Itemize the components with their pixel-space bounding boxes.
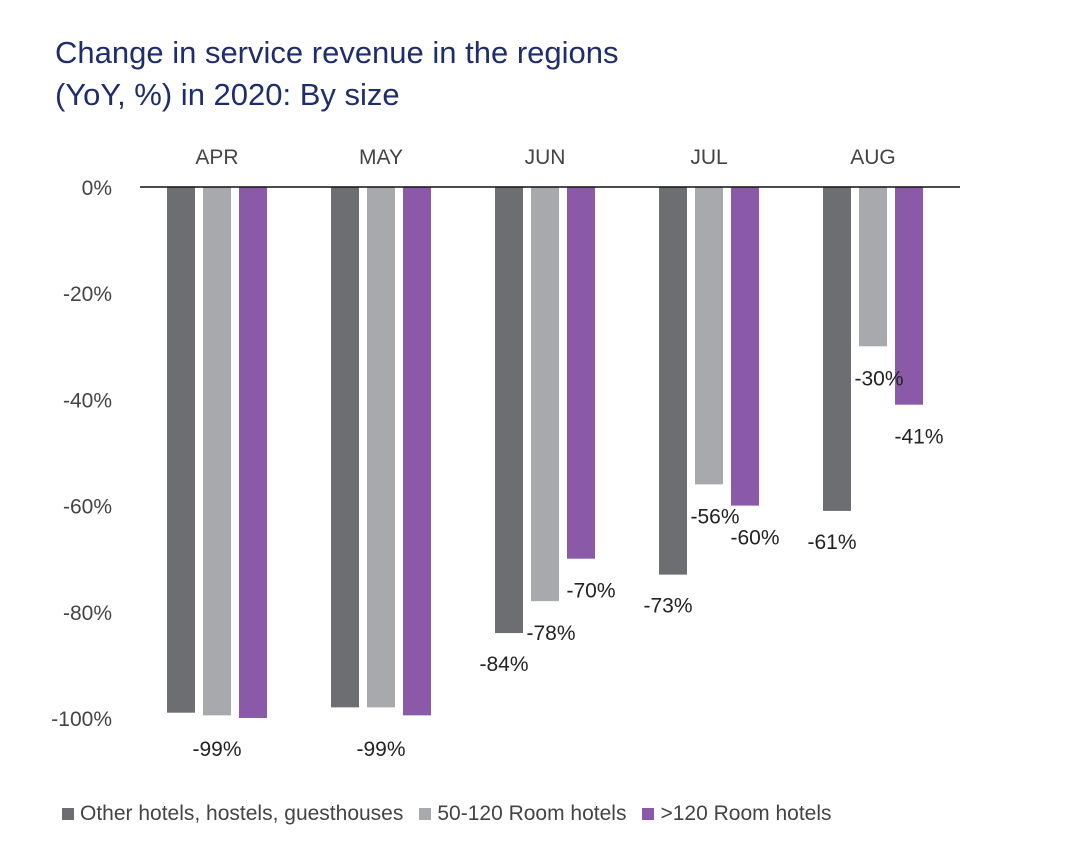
- data-label: -41%: [894, 426, 943, 449]
- bar: [695, 187, 723, 485]
- legend-item-other-hotels: Other hotels, hostels, guesthouses: [62, 802, 403, 826]
- category-label: MAY: [359, 146, 403, 169]
- data-label: -99%: [356, 738, 405, 761]
- chart-title-line-2: (YoY, %) in 2020: By size: [55, 77, 400, 112]
- data-label: -30%: [854, 367, 903, 390]
- legend-swatch-50-120-room: [419, 808, 432, 820]
- category-label: APR: [195, 146, 238, 169]
- data-label: -70%: [566, 580, 615, 603]
- bar: [823, 187, 851, 511]
- bar: [367, 187, 395, 708]
- bar: [531, 187, 559, 602]
- data-label: -84%: [479, 653, 528, 676]
- y-tick-label: -80%: [63, 602, 112, 625]
- bar: [895, 187, 923, 405]
- bar: [167, 187, 195, 713]
- legend: Other hotels, hostels, guesthouses 50-12…: [62, 802, 848, 826]
- legend-label-other-hotels: Other hotels, hostels, guesthouses: [80, 802, 404, 825]
- bar: [659, 187, 687, 575]
- bar: [495, 187, 523, 634]
- y-tick-label: -100%: [51, 708, 112, 731]
- y-tick-label: -60%: [63, 496, 112, 519]
- chart-title: Change in service revenue in the regions…: [55, 32, 955, 116]
- bar: [403, 187, 431, 716]
- bar: [239, 187, 267, 718]
- bar: [859, 187, 887, 347]
- category-label: JUL: [690, 146, 727, 169]
- y-tick-label: 0%: [82, 177, 112, 200]
- data-label: -60%: [730, 527, 779, 550]
- chart-title-line-1: Change in service revenue in the regions: [55, 35, 619, 70]
- data-label: -99%: [192, 738, 241, 761]
- legend-label-120-plus-room: >120 Room hotels: [660, 802, 832, 825]
- legend-swatch-120-plus-room: [642, 808, 655, 820]
- category-label: JUN: [525, 146, 566, 169]
- data-label: -73%: [643, 595, 692, 618]
- legend-swatch-other-hotels: [62, 808, 74, 820]
- legend-label-50-120-room: 50-120 Room hotels: [437, 802, 627, 825]
- y-tick-label: -40%: [63, 389, 112, 412]
- bar-chart: 0% -20% -40% -60% -80% -100% APR MAY JUN JUL AUG -9…: [51, 146, 960, 761]
- legend-item-120-plus-room: >120 Room hotels: [642, 802, 832, 826]
- data-label: -61%: [807, 531, 856, 554]
- y-tick-label: -20%: [63, 283, 112, 306]
- data-label: -56%: [690, 505, 739, 528]
- bar: [203, 187, 231, 716]
- data-label: -78%: [526, 622, 575, 645]
- bar: [567, 187, 595, 559]
- legend-item-50-120-room: 50-120 Room hotels: [419, 802, 626, 826]
- category-label: AUG: [850, 146, 896, 169]
- bar: [331, 187, 359, 708]
- bar: [731, 187, 759, 506]
